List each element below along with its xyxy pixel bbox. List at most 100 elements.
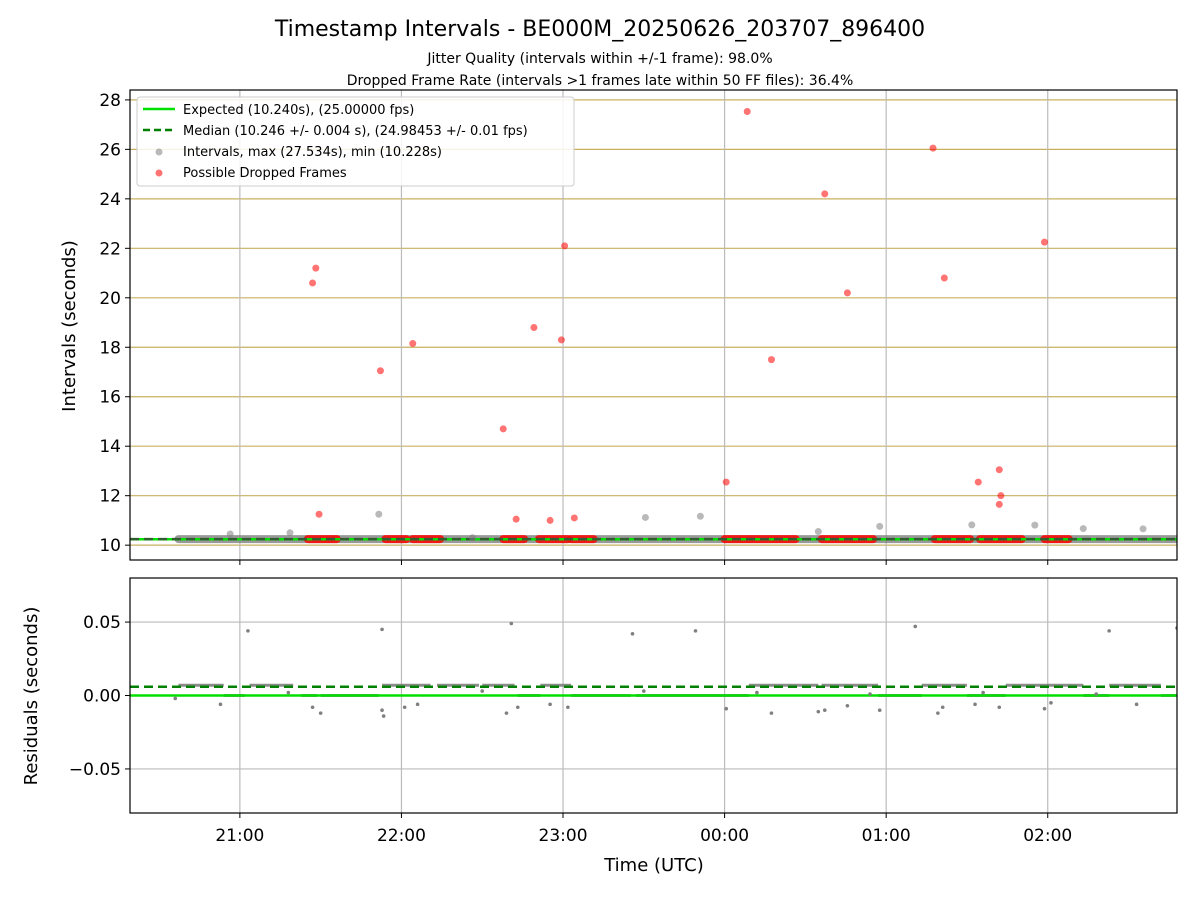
residual-point	[415, 702, 420, 707]
bottom-y-tick-label: −0.05	[69, 760, 121, 780]
residual-point	[642, 689, 646, 693]
chart-subtitle-jitter: Jitter Quality (intervals within +/-1 fr…	[426, 51, 772, 67]
residual-point	[845, 703, 850, 708]
legend-dropped-swatch	[155, 169, 163, 177]
legend-expected-label: Expected (10.240s), (25.00000 fps)	[183, 103, 414, 118]
top-y-tick-label: 10	[99, 536, 121, 556]
dropped-frame-point	[530, 323, 538, 331]
bottom-y-tick-label: 0.05	[83, 613, 121, 633]
residual-point	[1094, 692, 1099, 696]
legend-intervals-label: Intervals, max (27.534s), min (10.228s)	[183, 145, 442, 160]
residual-point	[515, 705, 520, 710]
residual-point	[1107, 629, 1111, 633]
dropped-frame-point	[570, 514, 578, 522]
x-tick-label: 23:00	[539, 826, 588, 846]
interval-point	[641, 513, 649, 521]
residual-point	[913, 624, 918, 629]
residual-point	[997, 705, 1002, 710]
y-axis-label-intervals: Intervals (seconds)	[59, 240, 80, 412]
interval-point	[696, 512, 704, 520]
interval-point	[1079, 525, 1087, 533]
interval-point	[1139, 525, 1147, 533]
residual-point	[218, 702, 223, 707]
top-plot-area	[130, 108, 1177, 544]
dropped-frame-point	[409, 340, 417, 348]
dropped-frame-point	[940, 274, 948, 282]
top-y-tick-label: 28	[99, 91, 121, 111]
x-tick-label: 21:00	[215, 826, 264, 846]
residual-point	[816, 709, 821, 714]
top-y-tick-label: 20	[99, 289, 121, 309]
interval-point	[469, 534, 477, 542]
x-tick-label: 02:00	[1023, 826, 1072, 846]
residual-point	[1042, 706, 1047, 711]
residuals-panel: −0.05 0.00 0.05 21:00 22:00 23:00 00:00 01:00 02…	[69, 577, 1178, 846]
residual-point	[509, 621, 514, 626]
residual-point	[981, 690, 985, 695]
interval-point	[1031, 521, 1039, 529]
residual-point	[973, 702, 977, 707]
residual-point	[868, 692, 872, 696]
dropped-frame-point	[315, 510, 323, 518]
dropped-frame-point	[767, 356, 775, 364]
x-tick-label: 01:00	[862, 826, 911, 846]
legend-box	[136, 96, 575, 187]
residual-point	[310, 705, 315, 710]
residual-point	[693, 629, 698, 633]
residual-point	[286, 690, 291, 695]
legend-median-label: Median (10.246 +/- 0.004 s), (24.98453 +…	[183, 124, 528, 139]
dropped-frame-point	[997, 492, 1005, 500]
intervals-panel: 10 12 14 16 18 20 22 24 26 28	[99, 89, 1178, 565]
top-y-tick-label: 12	[99, 487, 121, 507]
dropped-frame-point	[1041, 238, 1049, 246]
dropped-frame-point	[995, 466, 1003, 474]
residual-point	[548, 702, 552, 707]
dropped-frame-point	[499, 425, 507, 433]
residual-point	[940, 705, 945, 710]
residual-point	[402, 705, 407, 710]
top-y-tick-label: 22	[99, 239, 121, 259]
top-y-tick-label: 16	[99, 388, 121, 408]
dropped-frame-point	[722, 478, 730, 486]
residual-point	[1134, 702, 1139, 707]
x-axis-label: Time (UTC)	[603, 855, 704, 876]
dropped-frame-point	[561, 242, 569, 250]
dropped-frame-point	[557, 336, 565, 344]
top-axes-frame	[129, 89, 1178, 561]
dropped-frame-point	[512, 515, 520, 523]
residual-point	[380, 627, 384, 632]
top-y-tick-label: 14	[99, 437, 121, 457]
residual-point	[877, 708, 882, 712]
dropped-frame-point	[821, 190, 829, 198]
x-tick-label: 22:00	[377, 826, 426, 846]
residual-point	[246, 629, 250, 633]
dropped-frame-point	[376, 367, 384, 375]
interval-point	[814, 528, 822, 536]
dropped-frame-point	[312, 264, 320, 272]
top-y-tick-label: 24	[99, 190, 121, 210]
bottom-axes-frame	[129, 577, 1178, 814]
residual-point	[769, 711, 774, 715]
chart-subtitle-dropped: Dropped Frame Rate (intervals >1 frames …	[347, 73, 854, 89]
residual-point	[822, 708, 827, 712]
top-y-tick-label: 26	[99, 140, 121, 160]
residual-point	[936, 711, 940, 715]
residual-point	[566, 705, 570, 710]
residual-point	[173, 696, 178, 701]
residual-point	[1049, 701, 1053, 705]
legend: Expected (10.240s), (25.00000 fps) Media…	[136, 96, 575, 187]
top-y-tick-label: 18	[99, 338, 121, 358]
interval-point	[375, 510, 383, 518]
interval-point	[968, 521, 976, 529]
dropped-frame-point	[929, 144, 937, 152]
residual-point	[504, 711, 509, 715]
dropped-frame-point	[546, 516, 554, 524]
interval-point	[226, 530, 234, 538]
dropped-frame-point	[974, 478, 982, 486]
residual-point	[380, 708, 384, 712]
chart-title: Timestamp Intervals - BE000M_20250626_20…	[274, 17, 925, 42]
legend-intervals-swatch	[155, 148, 163, 156]
bottom-plot-area	[130, 621, 1177, 718]
residual-point	[381, 714, 386, 718]
